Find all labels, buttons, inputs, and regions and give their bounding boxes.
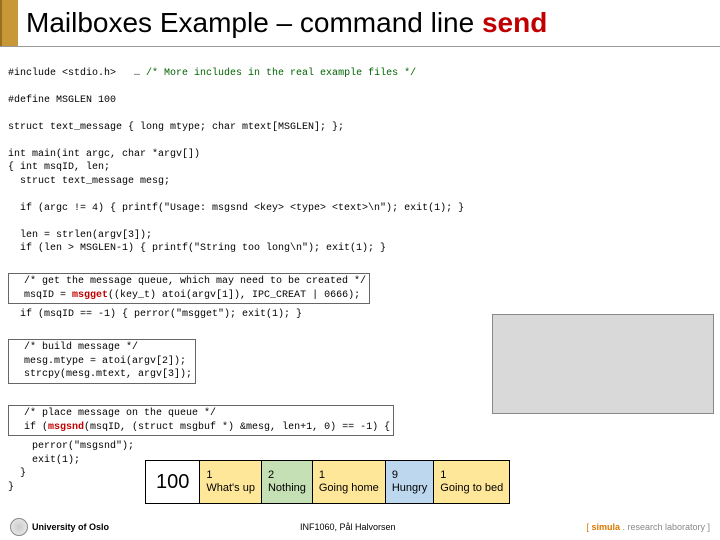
- code-l5: if (argc != 4) { printf("Usage: msgsnd <…: [8, 203, 464, 214]
- title-main: Mailboxes Example – command line: [26, 7, 482, 38]
- kw-msgsnd: msgsnd: [48, 422, 84, 433]
- uio-seal-icon: [10, 518, 28, 536]
- code-box-msgsnd: /* place message on the queue */ if (msg…: [8, 405, 394, 436]
- code-box-build: /* build message */ mesg.mtype = atoi(ar…: [8, 339, 196, 384]
- slide-title: Mailboxes Example – command line send: [26, 7, 547, 39]
- queue-id-cell: 100: [145, 460, 199, 504]
- simula-logo-text: simula: [591, 522, 620, 532]
- footer: University of Oslo INF1060, Pål Halvorse…: [0, 518, 720, 536]
- queue-message-cell: 1What's up: [199, 460, 261, 504]
- kw-msgget: msgget: [72, 290, 108, 301]
- footer-right: [ simula . research laboratory ]: [586, 522, 710, 532]
- title-send: send: [482, 7, 547, 38]
- footer-uni: University of Oslo: [32, 522, 109, 532]
- grey-placeholder-box: [492, 314, 714, 414]
- code-l6: len = strlen(argv[3]); if (len > MSGLEN-…: [8, 230, 386, 255]
- code-area: #include <stdio.h> … /* More includes in…: [0, 47, 720, 494]
- code-l4: int main(int argc, char *argv[]) { int m…: [8, 149, 200, 187]
- code-l8: perror("msgsnd"); exit(1); } }: [8, 441, 134, 493]
- footer-mid: INF1060, Pål Halvorsen: [300, 522, 396, 532]
- queue-message-cell: 1Going to bed: [433, 460, 510, 504]
- code-l3: struct text_message { long mtype; char m…: [8, 122, 344, 133]
- code-l7: if (msqID == -1) { perror("msgget"); exi…: [8, 309, 302, 320]
- queue-message-cell: 9Hungry: [385, 460, 433, 504]
- message-queue: 100 1What's up2Nothing1Going home9Hungry…: [145, 460, 510, 504]
- footer-left: University of Oslo: [10, 518, 109, 536]
- code-l1a: #include <stdio.h> …: [8, 68, 146, 79]
- title-accent: [0, 0, 18, 46]
- queue-message-cell: 1Going home: [312, 460, 385, 504]
- code-box-msgget: /* get the message queue, which may need…: [8, 273, 370, 304]
- code-l1b: /* More includes in the real example fil…: [146, 68, 416, 79]
- code-l2: #define MSGLEN 100: [8, 95, 116, 106]
- title-bar: Mailboxes Example – command line send: [0, 0, 720, 47]
- queue-message-cell: 2Nothing: [261, 460, 312, 504]
